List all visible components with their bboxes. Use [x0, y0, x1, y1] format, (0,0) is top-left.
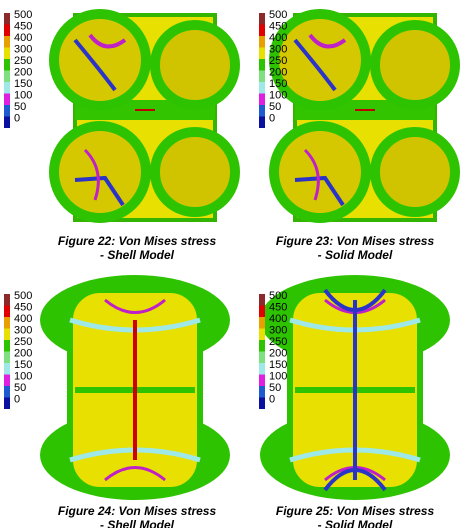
legend-swatch	[4, 317, 10, 329]
legend-label: 50	[14, 382, 26, 394]
figure-caption: Figure 25: Von Mises stress	[276, 504, 435, 518]
legend-swatch	[259, 116, 265, 128]
legend-swatch	[4, 305, 10, 317]
figure-subcaption: - Solid Model	[318, 518, 393, 528]
legend-swatch	[4, 13, 10, 25]
legend-swatch	[4, 93, 10, 105]
legend-label: 450	[269, 20, 287, 32]
figure-subcaption: - Shell Model	[100, 248, 175, 262]
legend-swatch	[4, 24, 10, 36]
legend-label: 0	[269, 112, 275, 124]
legend-label: 500	[269, 9, 287, 21]
legend-swatch	[4, 351, 10, 363]
legend-swatch	[4, 340, 10, 352]
legend-label: 250	[269, 336, 287, 348]
legend-swatch	[259, 70, 265, 82]
legend-label: 300	[14, 43, 32, 55]
legend-swatch	[259, 59, 265, 71]
legend-label: 0	[14, 112, 20, 124]
legend-swatch	[259, 36, 265, 48]
legend-swatch	[4, 397, 10, 409]
legend-label: 200	[269, 347, 287, 359]
legend-label: 250	[14, 55, 32, 67]
legend-swatch	[259, 374, 265, 386]
legend-swatch	[259, 363, 265, 375]
legend-swatch	[259, 82, 265, 94]
legend-label: 0	[269, 393, 275, 405]
legend-swatch	[259, 397, 265, 409]
legend-label: 450	[269, 301, 287, 313]
legend-label: 450	[14, 301, 32, 313]
legend-swatch	[4, 105, 10, 117]
legend-swatch	[259, 386, 265, 398]
legend-swatch	[259, 47, 265, 59]
legend-swatch	[259, 328, 265, 340]
legend-label: 100	[269, 89, 287, 101]
legend-label: 500	[14, 9, 32, 21]
legend-label: 200	[14, 66, 32, 78]
legend-label: 300	[269, 324, 287, 336]
legend-label: 300	[269, 43, 287, 55]
legend-swatch	[259, 294, 265, 306]
legend-swatch	[4, 116, 10, 128]
legend-swatch	[4, 386, 10, 398]
legend-swatch	[4, 374, 10, 386]
legend-label: 150	[14, 359, 32, 371]
figure-caption: Figure 22: Von Mises stress	[58, 234, 217, 248]
legend-label: 50	[14, 101, 26, 113]
legend-label: 100	[14, 89, 32, 101]
legend-swatch	[259, 340, 265, 352]
legend-label: 50	[269, 382, 281, 394]
legend-label: 0	[14, 393, 20, 405]
figure-subcaption: - Shell Model	[100, 518, 175, 528]
legend-swatch	[259, 305, 265, 317]
legend-swatch	[4, 47, 10, 59]
stress-plot	[274, 14, 455, 220]
legend-swatch	[4, 70, 10, 82]
legend-label: 100	[269, 370, 287, 382]
legend-label: 300	[14, 324, 32, 336]
legend-swatch	[4, 294, 10, 306]
legend-swatch	[259, 13, 265, 25]
legend-swatch	[259, 93, 265, 105]
figure-caption: Figure 24: Von Mises stress	[58, 504, 217, 518]
legend-label: 400	[269, 32, 287, 44]
legend-label: 200	[14, 347, 32, 359]
legend-swatch	[4, 328, 10, 340]
legend-swatch	[259, 105, 265, 117]
stress-plot	[54, 14, 235, 220]
legend-label: 400	[14, 313, 32, 325]
legend-swatch	[259, 317, 265, 329]
figure-subcaption: - Solid Model	[318, 248, 393, 262]
legend-label: 400	[14, 32, 32, 44]
legend-swatch	[259, 351, 265, 363]
legend-swatch	[4, 36, 10, 48]
legend-label: 50	[269, 101, 281, 113]
legend-label: 500	[14, 290, 32, 302]
legend-swatch	[4, 59, 10, 71]
legend-label: 250	[269, 55, 287, 67]
stress-band	[323, 288, 387, 492]
legend-label: 450	[14, 20, 32, 32]
legend-label: 150	[269, 78, 287, 90]
legend-label: 150	[269, 359, 287, 371]
figure-caption: Figure 23: Von Mises stress	[276, 234, 435, 248]
legend-label: 400	[269, 313, 287, 325]
legend-label: 500	[269, 290, 287, 302]
legend-label: 100	[14, 370, 32, 382]
legend-label: 150	[14, 78, 32, 90]
legend-swatch	[4, 82, 10, 94]
legend-swatch	[259, 24, 265, 36]
legend-label: 200	[269, 66, 287, 78]
legend-swatch	[4, 363, 10, 375]
legend-label: 250	[14, 336, 32, 348]
